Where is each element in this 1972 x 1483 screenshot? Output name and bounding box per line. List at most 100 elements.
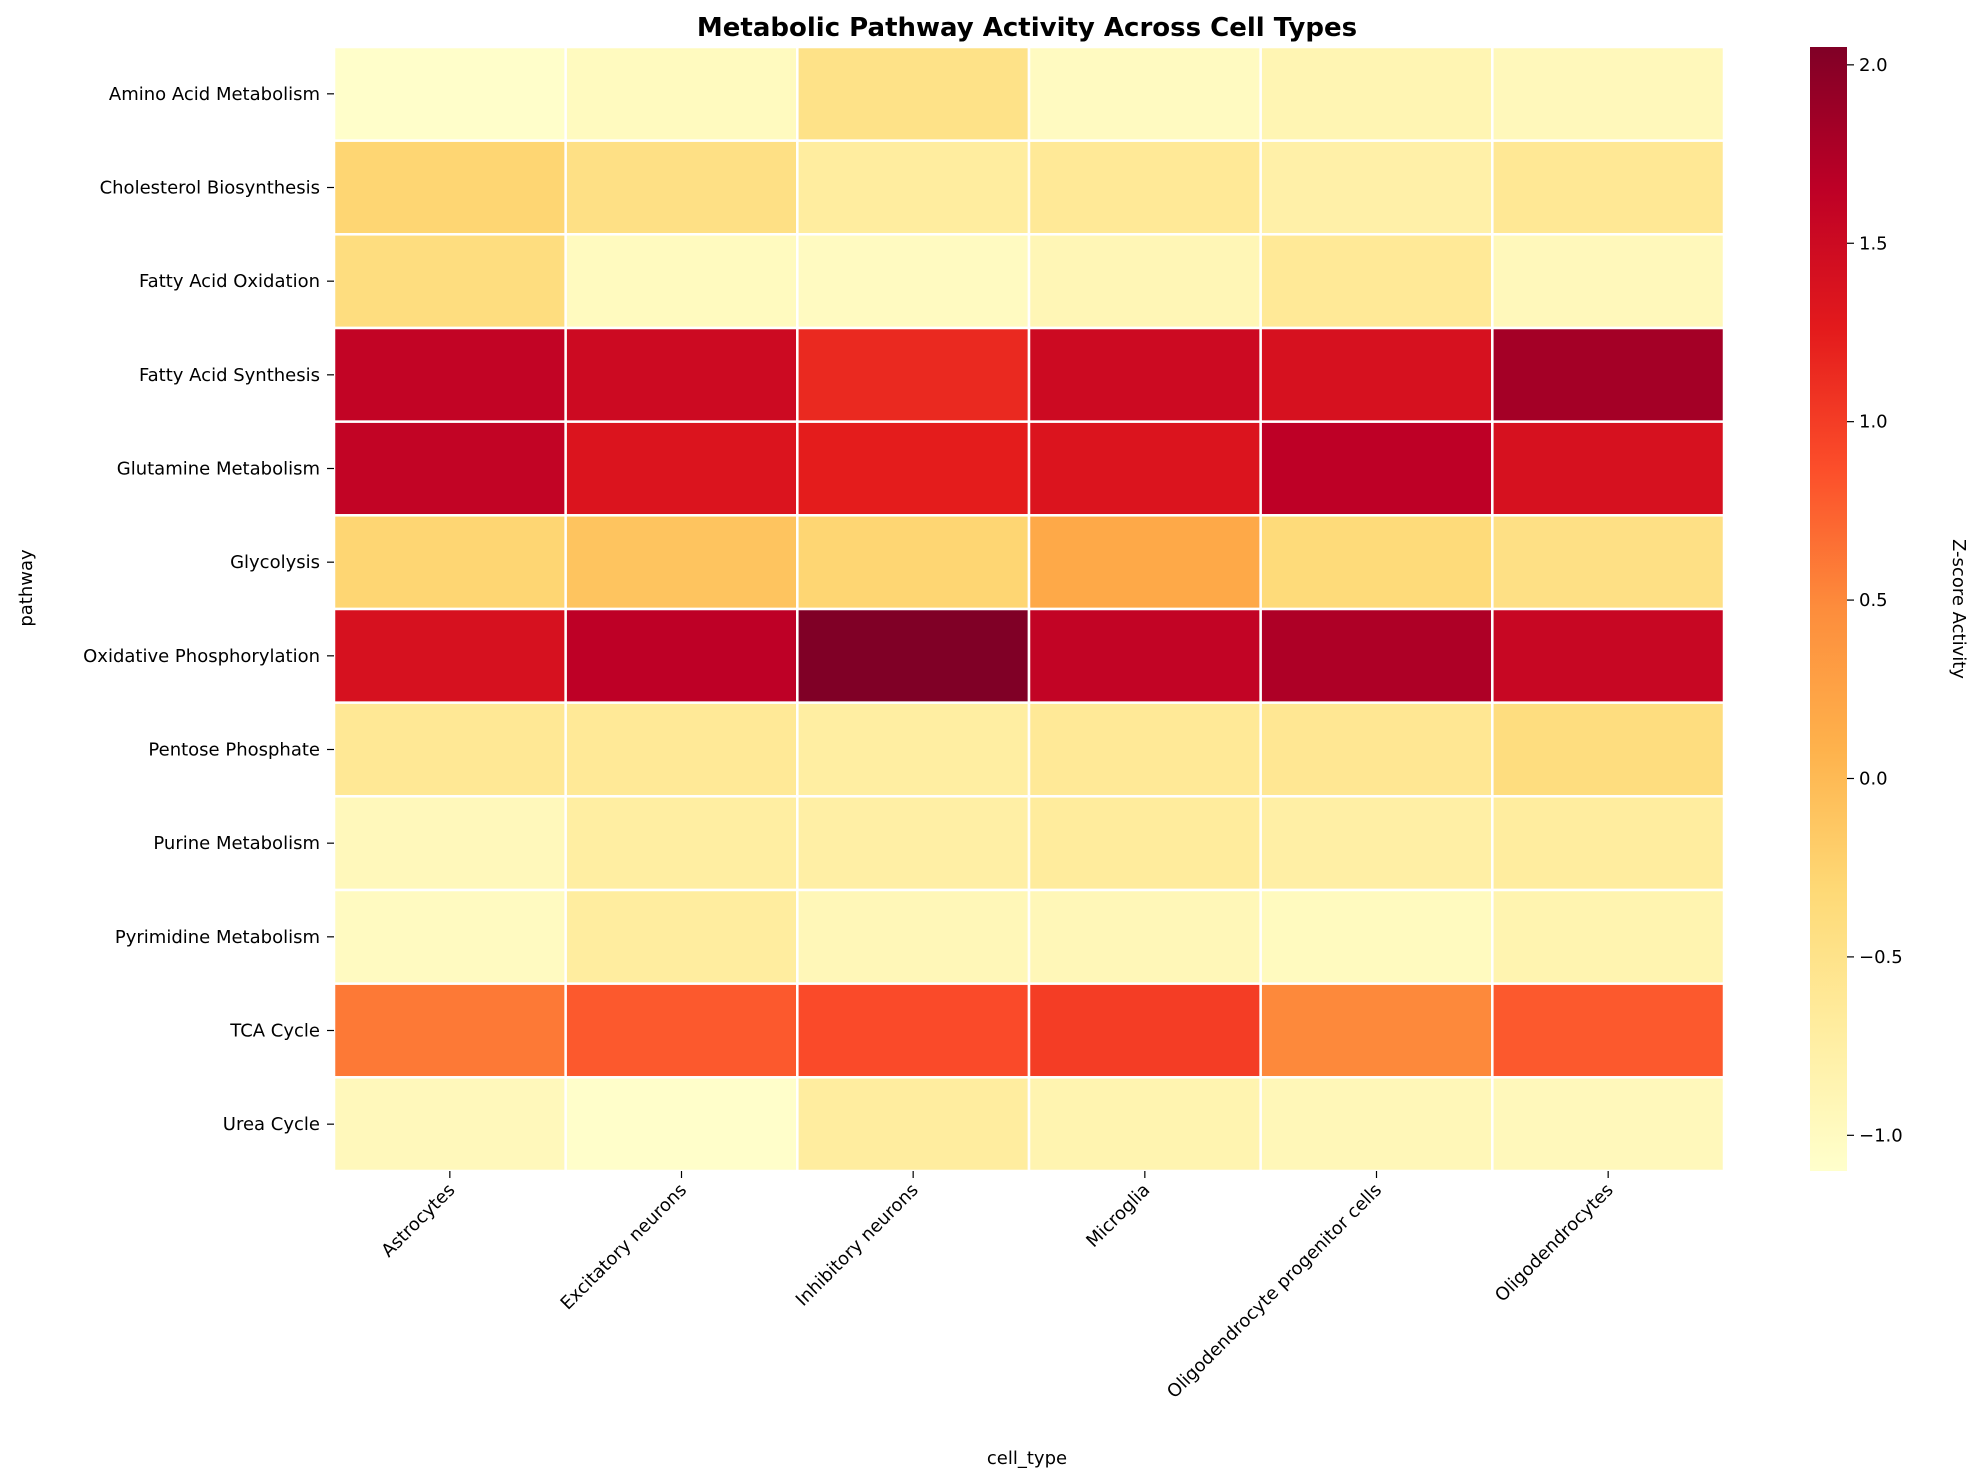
colorbar-tick-label: 2.0 xyxy=(1859,55,1888,76)
heatmap-cell-amino-acid-metabolism-excitatory-neurons xyxy=(564,45,799,142)
y-tick-label-tca-cycle: TCA Cycle xyxy=(229,1021,320,1042)
heatmap-cell-glutamine-metabolism-inhibitory-neurons xyxy=(796,420,1031,517)
chart-title: Metabolic Pathway Activity Across Cell T… xyxy=(697,13,1357,43)
heatmap-cell-pyrimidine-metabolism-excitatory-neurons xyxy=(564,888,799,985)
y-tick-label-pentose-phosphate: Pentose Phosphate xyxy=(148,740,320,761)
x-tick-label-microglia: Microglia xyxy=(1082,1180,1154,1252)
heatmap-cell-pyrimidine-metabolism-inhibitory-neurons xyxy=(796,888,1031,985)
heatmap-cell-purine-metabolism-microglia xyxy=(1027,795,1262,892)
x-tick-label-astrocytes: Astrocytes xyxy=(377,1180,459,1262)
heatmap-cell-pentose-phosphate-oligodendrocytes xyxy=(1491,701,1726,798)
heatmap-cell-fatty-acid-synthesis-excitatory-neurons xyxy=(564,326,799,423)
heatmap-cell-cholesterol-biosynthesis-oligodendrocytes xyxy=(1491,139,1726,236)
heatmap-cell-purine-metabolism-astrocytes xyxy=(332,795,567,892)
heatmap-cell-tca-cycle-microglia xyxy=(1027,982,1262,1079)
heatmap-cell-purine-metabolism-excitatory-neurons xyxy=(564,795,799,892)
heatmap-cell-oxidative-phosphorylation-inhibitory-neurons xyxy=(796,607,1031,704)
heatmap-cell-amino-acid-metabolism-oligodendrocytes xyxy=(1491,45,1726,142)
colorbar xyxy=(1810,47,1847,1171)
heatmap-cell-glutamine-metabolism-excitatory-neurons xyxy=(564,420,799,517)
heatmap-cell-fatty-acid-oxidation-microglia xyxy=(1027,233,1262,330)
y-axis-label: pathway xyxy=(16,549,37,627)
colorbar-ticks: −1.0 −0.5 0.0 0.5 1.0 1.5 2.0 xyxy=(1847,55,1903,1146)
heatmap-cell-pentose-phosphate-excitatory-neurons xyxy=(564,701,799,798)
heatmap-cell-oxidative-phosphorylation-excitatory-neurons xyxy=(564,607,799,704)
heatmap-cell-fatty-acid-synthesis-oligodendrocyte-progenitor-cells xyxy=(1259,326,1494,423)
heatmap-cell-urea-cycle-oligodendrocyte-progenitor-cells xyxy=(1259,1076,1494,1173)
heatmap-cell-fatty-acid-synthesis-inhibitory-neurons xyxy=(796,326,1031,423)
heatmap-cell-glycolysis-inhibitory-neurons xyxy=(796,514,1031,611)
heatmap-cell-pyrimidine-metabolism-microglia xyxy=(1027,888,1262,985)
heatmap-cell-tca-cycle-oligodendrocytes xyxy=(1491,982,1726,1079)
heatmap-cell-oxidative-phosphorylation-oligodendrocytes xyxy=(1491,607,1726,704)
heatmap-cell-glutamine-metabolism-oligodendrocyte-progenitor-cells xyxy=(1259,420,1494,517)
heatmap-cell-amino-acid-metabolism-microglia xyxy=(1027,45,1262,142)
heatmap-cell-urea-cycle-astrocytes xyxy=(332,1076,567,1173)
heatmap-cell-urea-cycle-oligodendrocytes xyxy=(1491,1076,1726,1173)
y-tick-label-pyrimidine-metabolism: Pyrimidine Metabolism xyxy=(115,927,320,948)
heatmap-cell-urea-cycle-inhibitory-neurons xyxy=(796,1076,1031,1173)
colorbar-label: Z-score Activity xyxy=(1948,539,1969,679)
heatmap-cell-glutamine-metabolism-astrocytes xyxy=(332,420,567,517)
heatmap-cell-fatty-acid-synthesis-oligodendrocytes xyxy=(1491,326,1726,423)
heatmap-cell-glutamine-metabolism-oligodendrocytes xyxy=(1491,420,1726,517)
heatmap-cell-glutamine-metabolism-microglia xyxy=(1027,420,1262,517)
heatmap-cell-fatty-acid-oxidation-astrocytes xyxy=(332,233,567,330)
heatmap-cells xyxy=(332,45,1726,1173)
heatmap-cell-tca-cycle-excitatory-neurons xyxy=(564,982,799,1079)
y-tick-label-cholesterol-biosynthesis: Cholesterol Biosynthesis xyxy=(100,178,320,199)
heatmap-cell-glycolysis-microglia xyxy=(1027,514,1262,611)
heatmap-cell-amino-acid-metabolism-oligodendrocyte-progenitor-cells xyxy=(1259,45,1494,142)
heatmap-cell-oxidative-phosphorylation-microglia xyxy=(1027,607,1262,704)
heatmap-cell-pyrimidine-metabolism-oligodendrocyte-progenitor-cells xyxy=(1259,888,1494,985)
colorbar-tick-label: 0.0 xyxy=(1859,768,1888,789)
heatmap-cell-pentose-phosphate-microglia xyxy=(1027,701,1262,798)
heatmap-cell-purine-metabolism-inhibitory-neurons xyxy=(796,795,1031,892)
heatmap-cell-purine-metabolism-oligodendrocyte-progenitor-cells xyxy=(1259,795,1494,892)
heatmap-cell-cholesterol-biosynthesis-excitatory-neurons xyxy=(564,139,799,236)
heatmap-cell-cholesterol-biosynthesis-inhibitory-neurons xyxy=(796,139,1031,236)
y-tick-label-glutamine-metabolism: Glutamine Metabolism xyxy=(117,459,320,480)
heatmap-cell-glycolysis-excitatory-neurons xyxy=(564,514,799,611)
heatmap-cell-cholesterol-biosynthesis-oligodendrocyte-progenitor-cells xyxy=(1259,139,1494,236)
heatmap-cell-tca-cycle-inhibitory-neurons xyxy=(796,982,1031,1079)
heatmap-cell-fatty-acid-oxidation-inhibitory-neurons xyxy=(796,233,1031,330)
colorbar-tick-label: −1.0 xyxy=(1859,1125,1903,1146)
heatmap-cell-tca-cycle-astrocytes xyxy=(332,982,567,1079)
heatmap-cell-glycolysis-astrocytes xyxy=(332,514,567,611)
heatmap-cell-pentose-phosphate-astrocytes xyxy=(332,701,567,798)
heatmap-cell-pentose-phosphate-inhibitory-neurons xyxy=(796,701,1031,798)
y-tick-label-glycolysis: Glycolysis xyxy=(230,552,320,573)
heatmap-cell-fatty-acid-synthesis-microglia xyxy=(1027,326,1262,423)
x-tick-label-excitatory-neurons: Excitatory neurons xyxy=(557,1180,692,1315)
heatmap-cell-amino-acid-metabolism-astrocytes xyxy=(332,45,567,142)
heatmap-cell-glycolysis-oligodendrocytes xyxy=(1491,514,1726,611)
y-tick-label-oxidative-phosphorylation: Oxidative Phosphorylation xyxy=(83,646,320,667)
x-tick-label-oligodendrocyte-progenitor-cells: Oligodendrocyte progenitor cells xyxy=(1163,1180,1386,1403)
heatmap-cell-glycolysis-oligodendrocyte-progenitor-cells xyxy=(1259,514,1494,611)
heatmap-cell-pyrimidine-metabolism-astrocytes xyxy=(332,888,567,985)
x-axis-ticks: Astrocytes Excitatory neurons Inhibitory n… xyxy=(377,1171,1618,1403)
heatmap-cell-oxidative-phosphorylation-oligodendrocyte-progenitor-cells xyxy=(1259,607,1494,704)
y-tick-label-fatty-acid-synthesis: Fatty Acid Synthesis xyxy=(139,365,320,386)
heatmap-cell-amino-acid-metabolism-inhibitory-neurons xyxy=(796,45,1031,142)
heatmap-cell-fatty-acid-oxidation-oligodendrocytes xyxy=(1491,233,1726,330)
heatmap-cell-cholesterol-biosynthesis-microglia xyxy=(1027,139,1262,236)
heatmap-cell-fatty-acid-oxidation-oligodendrocyte-progenitor-cells xyxy=(1259,233,1494,330)
colorbar-tick-label: 1.5 xyxy=(1859,233,1888,254)
colorbar-tick-label: 0.5 xyxy=(1859,590,1888,611)
heatmap-cell-pentose-phosphate-oligodendrocyte-progenitor-cells xyxy=(1259,701,1494,798)
colorbar-tick-label: −0.5 xyxy=(1859,947,1903,968)
y-axis-ticks: Amino Acid Metabolism Cholesterol Biosynt… xyxy=(83,84,334,1135)
heatmap-cell-cholesterol-biosynthesis-astrocytes xyxy=(332,139,567,236)
heatmap-cell-pyrimidine-metabolism-oligodendrocytes xyxy=(1491,888,1726,985)
heatmap-cell-fatty-acid-oxidation-excitatory-neurons xyxy=(564,233,799,330)
heatmap-cell-urea-cycle-microglia xyxy=(1027,1076,1262,1173)
heatmap-cell-purine-metabolism-oligodendrocytes xyxy=(1491,795,1726,892)
heatmap-cell-urea-cycle-excitatory-neurons xyxy=(564,1076,799,1173)
y-tick-label-amino-acid-metabolism: Amino Acid Metabolism xyxy=(109,84,320,105)
x-axis-label: cell_type xyxy=(987,1448,1067,1469)
heatmap-cell-tca-cycle-oligodendrocyte-progenitor-cells xyxy=(1259,982,1494,1079)
x-tick-label-oligodendrocytes: Oligodendrocytes xyxy=(1491,1180,1618,1307)
